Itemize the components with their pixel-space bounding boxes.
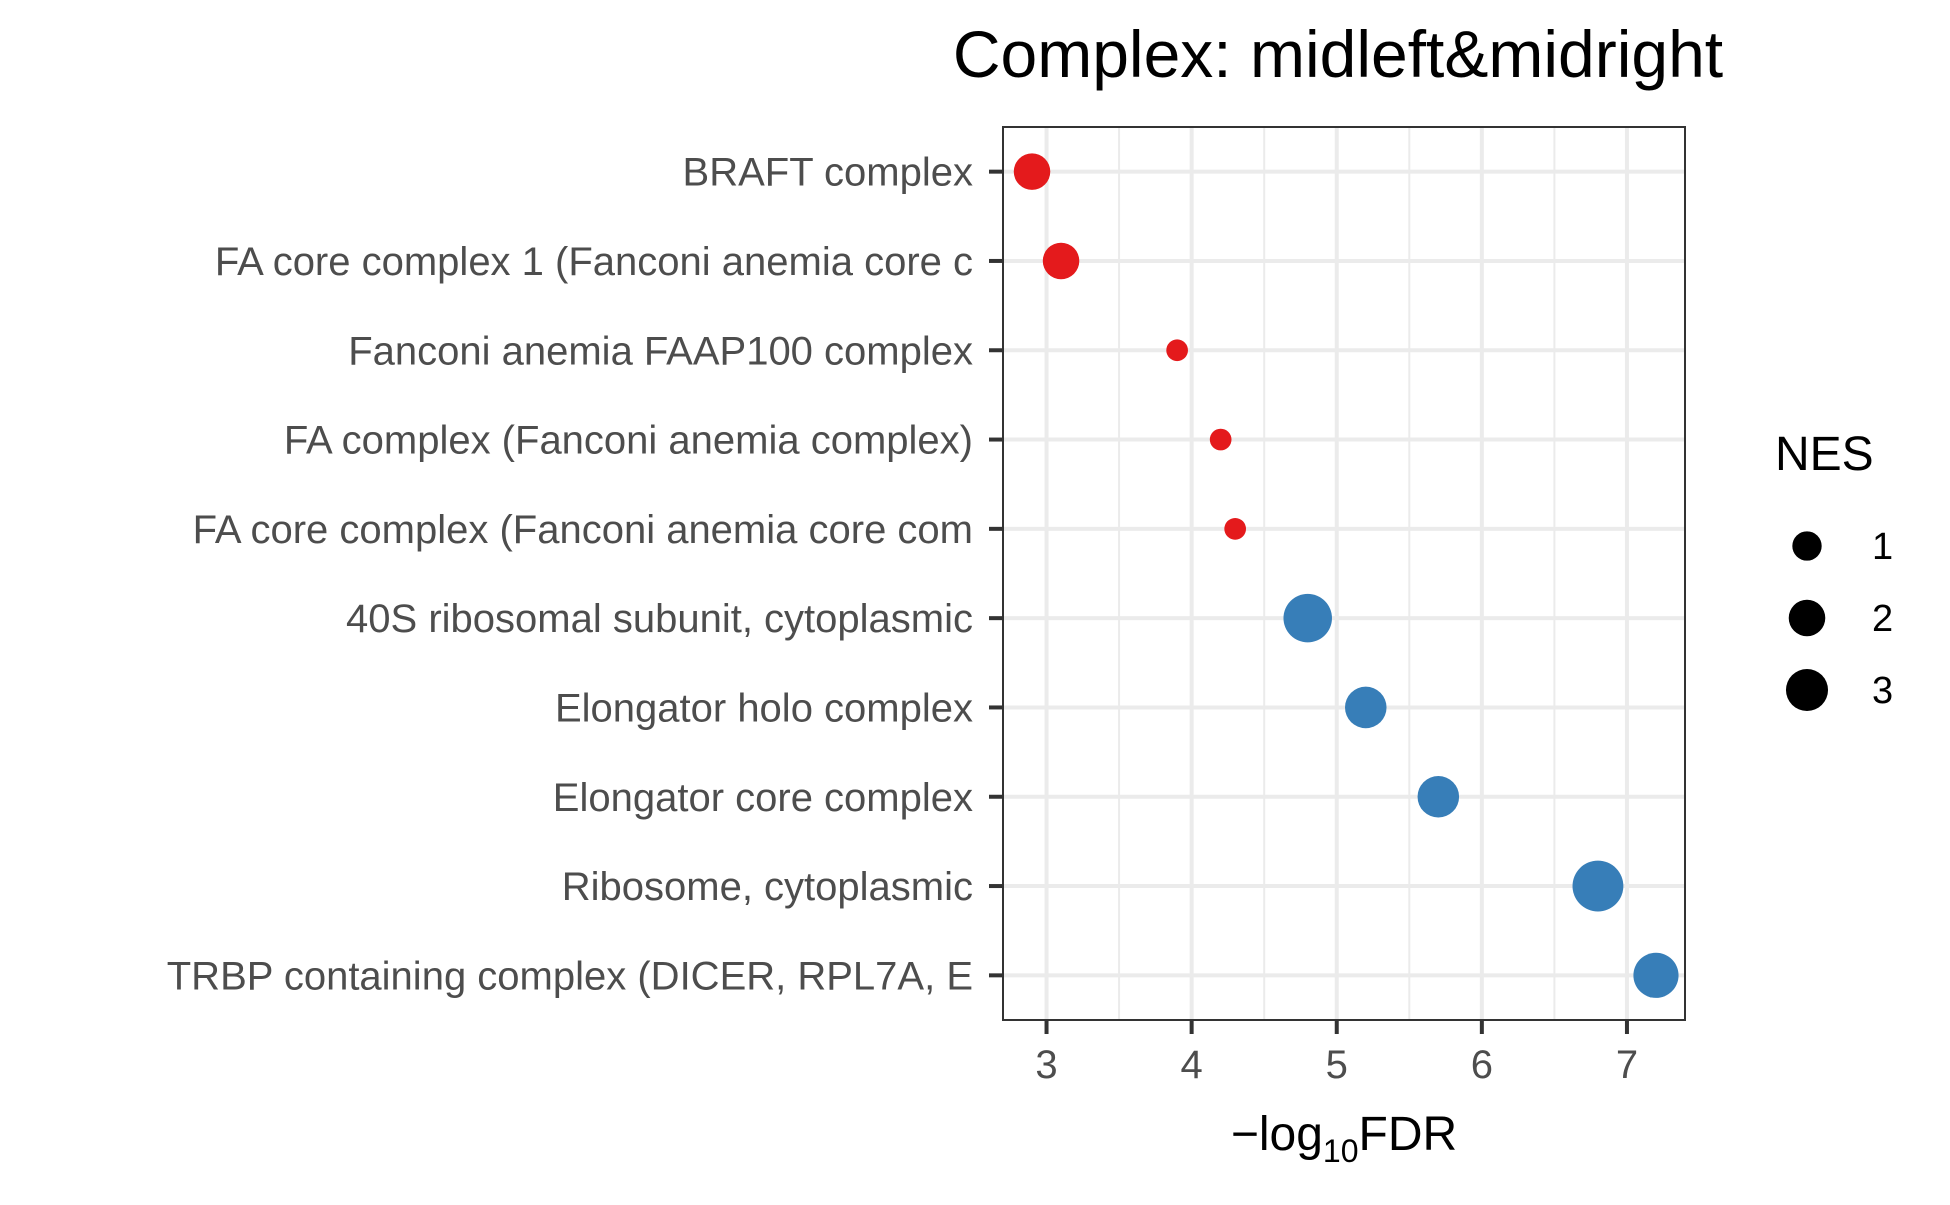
x-tick-label: 4	[1181, 1043, 1203, 1087]
y-tick-label: Elongator core complex	[553, 776, 973, 820]
x-tick-label: 5	[1326, 1043, 1348, 1087]
data-point	[1417, 775, 1460, 818]
x-axis-title-prefix: −log	[1231, 1108, 1323, 1161]
legend-key-label: 1	[1872, 526, 1893, 568]
y-tick-label: 40S ribosomal subunit, cytoplasmic	[346, 597, 973, 641]
x-axis-title-subscript: 10	[1323, 1133, 1359, 1169]
y-tick-label: TRBP containing complex (DICER, RPL7A, E	[167, 954, 973, 998]
legend-title: NES	[1775, 428, 1874, 481]
data-point	[1633, 952, 1679, 998]
data-point	[1572, 860, 1624, 912]
x-axis-title: −log10FDR	[1231, 1108, 1457, 1169]
legend: NES 1 2 3	[1775, 428, 1893, 712]
legend-key-symbol	[1788, 599, 1826, 637]
data-point	[1013, 153, 1051, 190]
minor-gridlines	[1118, 127, 1556, 1020]
data-point	[1166, 339, 1188, 362]
x-tick-label: 3	[1035, 1043, 1057, 1087]
y-axis: BRAFT complex FA core complex 1 (Fanconi …	[167, 151, 1003, 998]
legend-key-label: 2	[1872, 598, 1893, 640]
panel-background	[1003, 127, 1685, 1020]
plot-panel	[1003, 127, 1685, 1020]
y-tick-label: Ribosome, cytoplasmic	[562, 865, 973, 909]
data-point	[1345, 686, 1387, 729]
data-point	[1224, 518, 1247, 540]
data-point	[1209, 428, 1232, 451]
y-tick-label: Fanconi anemia FAAP100 complex	[348, 329, 973, 373]
major-gridlines	[1003, 127, 1685, 1020]
plot-panel-border	[1002, 126, 1686, 1021]
x-axis-title-suffix: FDR	[1359, 1108, 1458, 1161]
legend-key-label: 3	[1872, 670, 1893, 712]
x-axis: 3 4 5 6 7	[1035, 1020, 1638, 1087]
y-tick-label: FA core complex (Fanconi anemia core com	[193, 508, 973, 552]
y-tick-label: FA core complex 1 (Fanconi anemia core c	[215, 240, 973, 284]
legend-key-symbol	[1792, 531, 1822, 561]
y-tick-label: BRAFT complex	[683, 151, 973, 195]
x-tick-label: 6	[1471, 1043, 1493, 1087]
data-point	[1283, 593, 1332, 643]
x-tick-label: 7	[1616, 1043, 1638, 1087]
y-tick-label: Elongator holo complex	[555, 686, 973, 730]
y-tick-label: FA complex (Fanconi anemia complex)	[284, 419, 973, 463]
data-points	[1013, 153, 1679, 998]
legend-key-symbol	[1785, 668, 1829, 712]
data-point	[1042, 242, 1080, 280]
chart-title: Complex: midleft&midright	[953, 17, 1723, 91]
